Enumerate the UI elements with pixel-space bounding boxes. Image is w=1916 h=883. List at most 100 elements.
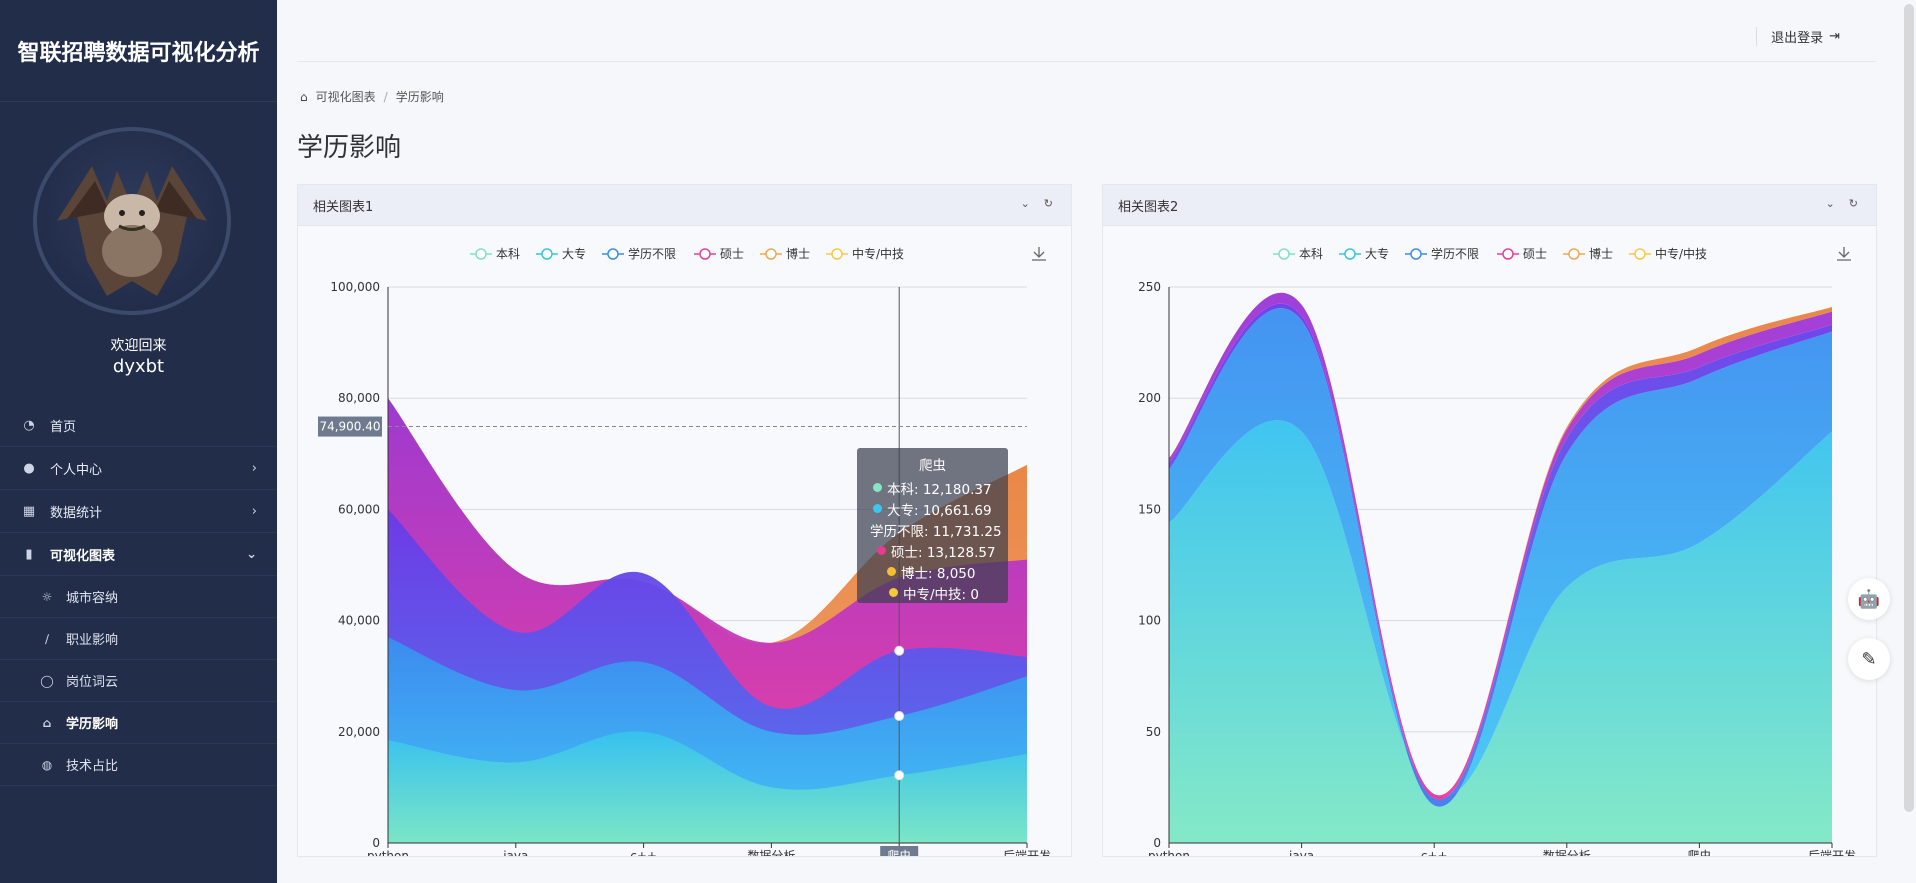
legend-label: 学历不限 <box>628 246 676 261</box>
tooltip-marker <box>887 567 896 576</box>
refresh-icon[interactable]: ↻ <box>1043 197 1053 210</box>
avatar[interactable] <box>33 127 231 315</box>
user-icon: ● <box>23 460 35 476</box>
legend-marker <box>607 248 619 260</box>
card-header: 相关图表2 ⌄ ↻ <box>1103 185 1876 226</box>
sidebar-subitem-tech[interactable]: ◍ 技术占比 <box>0 744 277 786</box>
sidebar-item-statistics[interactable]: ▦ 数据统计 › <box>0 490 277 533</box>
y-tick-label: 20,000 <box>338 725 380 739</box>
legend-item: 博士 <box>760 246 810 261</box>
logout-button[interactable]: 退出登录 ⇥ <box>1756 27 1840 46</box>
bar-chart-icon: ▮ <box>25 546 33 562</box>
card-tools: ⌄ ↻ <box>1826 197 1858 210</box>
axis-pointer-label-bg <box>880 846 919 856</box>
x-tick-label: c++ <box>630 849 657 856</box>
tooltip-row: 学历不限: 11,731.25 <box>865 519 1002 540</box>
bulb-icon: ◯ <box>40 673 54 688</box>
legend-marker <box>1410 248 1422 260</box>
refresh-icon[interactable]: ↻ <box>1848 197 1858 210</box>
notes-icon[interactable]: ✎ <box>1848 638 1890 680</box>
legend-item: 硕士 <box>1497 247 1547 261</box>
y-tick-label: 60,000 <box>338 502 380 516</box>
legend-label: 博士 <box>786 246 810 261</box>
download-icon-path <box>1837 247 1851 261</box>
hover-point <box>894 645 905 656</box>
breadcrumb-root[interactable]: 可视化图表 <box>315 90 376 104</box>
robot-assistant-icon[interactable]: 🤖 <box>1848 578 1890 620</box>
sidebar-item-charts[interactable]: ▮ 可视化图表 ⌄ <box>0 533 277 576</box>
tooltip-row: 博士: 8,050 <box>865 561 1000 582</box>
logout-icon: ⇥ <box>1829 29 1840 44</box>
legend-item: 硕士 <box>694 247 744 261</box>
legend-item: 中专/中技 <box>1629 246 1707 261</box>
sidebar-item-profile[interactable]: ● 个人中心 › <box>0 447 277 490</box>
tooltip-row-text: 大专: 10,661.69 <box>887 502 992 519</box>
legend-item: 学历不限 <box>1405 246 1479 261</box>
y-tick-label: 80,000 <box>338 391 380 405</box>
area-series-3 <box>1169 292 1832 800</box>
sidebar-item-label: 数据统计 <box>50 505 103 521</box>
tooltip-row: 硕士: 13,128.57 <box>865 540 1000 561</box>
download-icon[interactable] <box>1837 247 1851 261</box>
sidebar-subitem-job[interactable]: ∕ 职业影响 <box>0 618 277 660</box>
legend-label: 硕士 <box>1523 247 1547 261</box>
scrollbar[interactable] <box>1904 4 1914 812</box>
sidebar-menu: ◔ 首页 ● 个人中心 › ▦ 数据统计 › ▮ 可视化图表 ⌄ ☼ 城市容纳 … <box>0 404 277 786</box>
logout-label: 退出登录 <box>1771 31 1824 46</box>
legend-marker <box>831 248 843 260</box>
tooltip-marker <box>873 483 882 492</box>
grid-icon: ▦ <box>22 503 36 519</box>
collapse-icon[interactable]: ⌄ <box>1020 197 1030 210</box>
y-tick-label: 40,000 <box>338 614 380 628</box>
legend-item: 大专 <box>1339 246 1389 261</box>
legend-label: 学历不限 <box>1431 246 1479 261</box>
app-title: 智联招聘数据可视化分析 <box>0 0 277 102</box>
y-tick-label: 150 <box>1138 502 1161 516</box>
y-tick-label: 0 <box>1153 836 1161 850</box>
home-icon[interactable]: ⌂ <box>300 89 308 104</box>
x-tick-label: java <box>502 849 528 856</box>
area-series-1 <box>1169 308 1832 807</box>
welcome-text: 欢迎回来 <box>110 338 167 354</box>
legend-marker <box>541 248 553 260</box>
tooltip-row-text: 中专/中技: 0 <box>903 586 979 603</box>
x-tick-label: 后端开发 <box>1808 848 1856 856</box>
sidebar-item-label: 职业影响 <box>66 633 119 648</box>
sidebar-item-label: 个人中心 <box>50 462 103 478</box>
sidebar-subitem-wordcloud[interactable]: ◯ 岗位词云 <box>0 660 277 702</box>
legend-marker <box>1634 248 1646 260</box>
sidebar-item-label: 技术占比 <box>66 759 119 774</box>
chart-1-svg: 本科 大专 学历不限 硕士 博士 中专/中技 0 20,000 40,000 60,000 80,0… <box>318 246 1051 856</box>
card-title: 相关图表1 <box>313 199 374 215</box>
x-tick-label: 数据分析 <box>747 848 795 856</box>
legend-label: 中专/中技 <box>852 246 904 261</box>
x-tick-label: python <box>367 849 409 856</box>
chart-card-2: 相关图表2 ⌄ ↻ 本科 大专 学历不限 硕士 博士 中专/中技 0 50 100 150 200 2… <box>1102 184 1877 857</box>
legend-label: 本科 <box>1299 247 1323 261</box>
chart-legend: 本科 大专 学历不限 硕士 博士 中专/中技 <box>470 246 904 261</box>
y-tick-label: 50 <box>1146 725 1161 739</box>
area-series-0 <box>388 731 1027 843</box>
graduation-cap-icon: ⌂ <box>42 715 52 730</box>
tooltip-marker <box>889 588 898 597</box>
sidebar-item-home[interactable]: ◔ 首页 <box>0 404 277 447</box>
y-tick-label: 200 <box>1138 391 1161 405</box>
card-tools: ⌄ ↻ <box>1021 197 1053 210</box>
download-icon[interactable] <box>1032 247 1046 261</box>
sidebar-item-label: 城市容纳 <box>66 591 119 606</box>
collapse-icon[interactable]: ⌄ <box>1825 197 1835 210</box>
breadcrumb: ⌂ 可视化图表 / 学历影响 <box>300 88 444 105</box>
legend-item: 本科 <box>1273 247 1323 261</box>
download-icon-path <box>1032 247 1046 261</box>
y-tick-label: 0 <box>372 836 380 850</box>
y-tick-label: 250 <box>1138 280 1161 294</box>
chart-legend: 本科 大专 学历不限 硕士 博士 中专/中技 <box>1273 246 1707 261</box>
username: dyxbt <box>112 356 165 377</box>
sidebar-subitem-education[interactable]: ⌂ 学历影响 <box>0 702 277 744</box>
sidebar-subitem-city[interactable]: ☼ 城市容纳 <box>0 576 277 618</box>
legend-marker <box>1278 248 1290 260</box>
sidebar-item-label: 首页 <box>50 419 77 435</box>
page-title: 学历影响 <box>297 133 402 163</box>
breadcrumb-separator: / <box>383 89 388 104</box>
tooltip-title: 爬虫 <box>919 458 946 474</box>
